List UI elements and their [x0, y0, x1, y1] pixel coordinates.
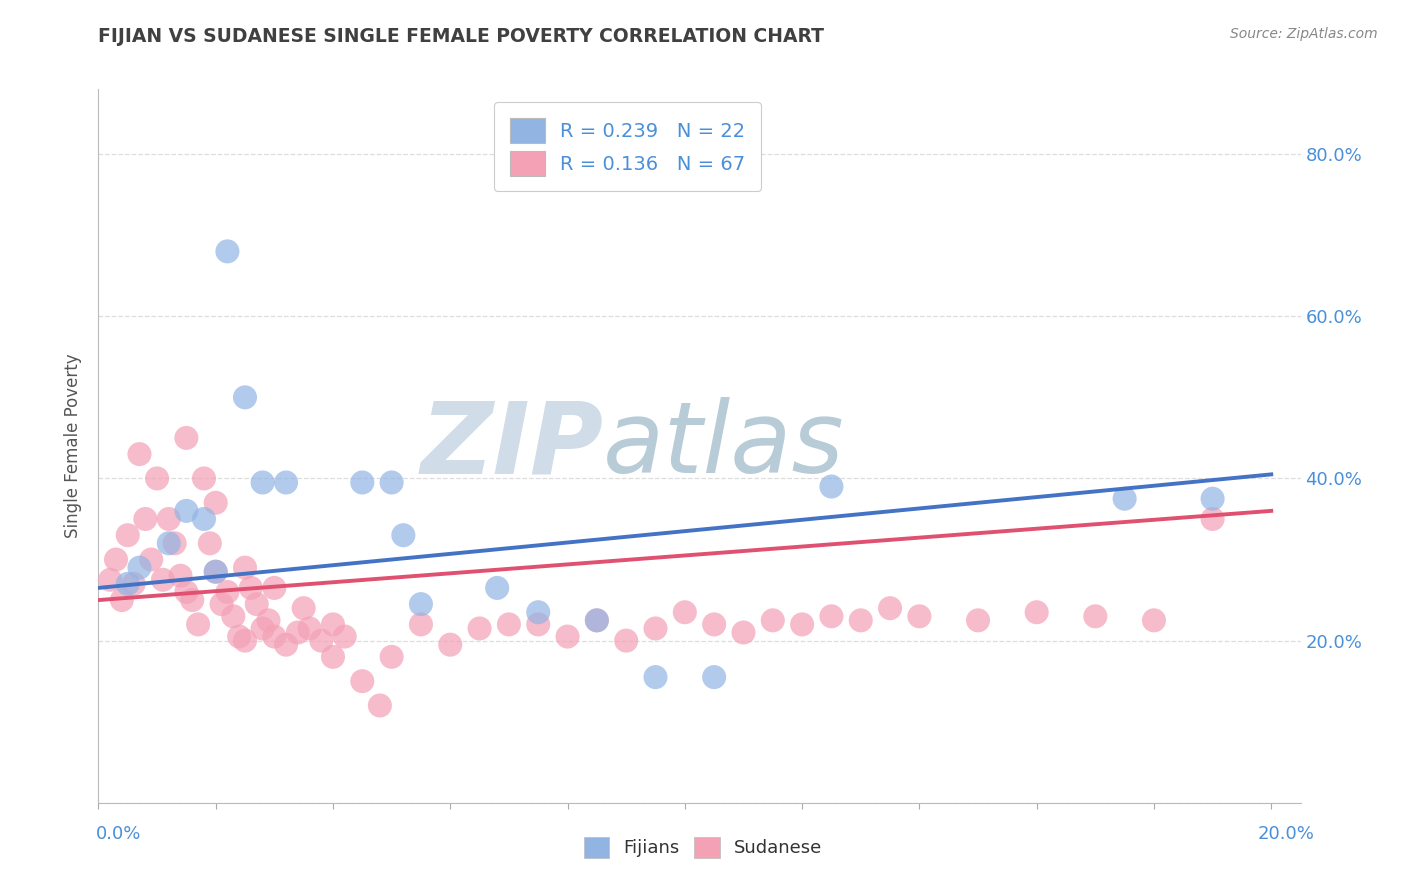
Point	[309, 633, 332, 648]
Point	[157, 536, 180, 550]
Point	[409, 597, 432, 611]
Legend: Fijians, Sudanese: Fijians, Sudanese	[575, 828, 831, 867]
Point	[198, 536, 221, 550]
Text: atlas: atlas	[603, 398, 845, 494]
Point	[117, 577, 139, 591]
Point	[257, 613, 280, 627]
Point	[169, 568, 191, 582]
Point	[586, 613, 609, 627]
Point	[211, 597, 233, 611]
Point	[263, 630, 285, 644]
Point	[352, 674, 374, 689]
Point	[176, 431, 198, 445]
Point	[1025, 605, 1047, 619]
Point	[193, 471, 215, 485]
Point	[733, 625, 755, 640]
Point	[673, 605, 696, 619]
Point	[128, 447, 150, 461]
Point	[967, 613, 990, 627]
Point	[352, 475, 374, 490]
Point	[141, 552, 163, 566]
Point	[820, 609, 842, 624]
Point	[233, 633, 256, 648]
Point	[134, 512, 156, 526]
Point	[252, 475, 274, 490]
Point	[204, 496, 226, 510]
Point	[128, 560, 150, 574]
Point	[274, 638, 297, 652]
Point	[263, 581, 285, 595]
Point	[98, 573, 121, 587]
Point	[239, 581, 262, 595]
Point	[163, 536, 186, 550]
Point	[849, 613, 872, 627]
Point	[333, 630, 356, 644]
Point	[762, 613, 785, 627]
Point	[176, 585, 198, 599]
Point	[233, 560, 256, 574]
Point	[557, 630, 579, 644]
Point	[105, 552, 128, 566]
Point	[439, 638, 461, 652]
Point	[222, 609, 245, 624]
Point	[392, 528, 415, 542]
Point	[157, 512, 180, 526]
Y-axis label: Single Female Poverty: Single Female Poverty	[65, 354, 83, 538]
Point	[527, 605, 550, 619]
Point	[152, 573, 174, 587]
Point	[644, 670, 666, 684]
Point	[1114, 491, 1136, 506]
Text: 0.0%: 0.0%	[96, 825, 141, 843]
Point	[703, 617, 725, 632]
Point	[322, 617, 344, 632]
Point	[274, 475, 297, 490]
Point	[193, 512, 215, 526]
Point	[498, 617, 520, 632]
Point	[217, 244, 239, 259]
Point	[111, 593, 134, 607]
Point	[644, 622, 666, 636]
Point	[1143, 613, 1166, 627]
Legend: R = 0.239   N = 22, R = 0.136   N = 67: R = 0.239 N = 22, R = 0.136 N = 67	[494, 103, 761, 192]
Text: 20.0%: 20.0%	[1258, 825, 1315, 843]
Text: Source: ZipAtlas.com: Source: ZipAtlas.com	[1230, 27, 1378, 41]
Point	[181, 593, 204, 607]
Point	[879, 601, 901, 615]
Point	[252, 622, 274, 636]
Point	[1201, 491, 1223, 506]
Point	[176, 504, 198, 518]
Point	[204, 565, 226, 579]
Text: ZIP: ZIP	[420, 398, 603, 494]
Point	[1084, 609, 1107, 624]
Point	[292, 601, 315, 615]
Point	[820, 479, 842, 493]
Point	[908, 609, 931, 624]
Point	[287, 625, 309, 640]
Point	[790, 617, 813, 632]
Point	[381, 649, 404, 664]
Text: FIJIAN VS SUDANESE SINGLE FEMALE POVERTY CORRELATION CHART: FIJIAN VS SUDANESE SINGLE FEMALE POVERTY…	[98, 27, 824, 45]
Point	[146, 471, 169, 485]
Point	[217, 585, 239, 599]
Point	[122, 577, 145, 591]
Point	[322, 649, 344, 664]
Point	[246, 597, 269, 611]
Point	[586, 613, 609, 627]
Point	[228, 630, 250, 644]
Point	[486, 581, 509, 595]
Point	[614, 633, 637, 648]
Point	[204, 565, 226, 579]
Point	[298, 622, 321, 636]
Point	[468, 622, 491, 636]
Point	[527, 617, 550, 632]
Point	[187, 617, 209, 632]
Point	[1201, 512, 1223, 526]
Point	[233, 390, 256, 404]
Point	[409, 617, 432, 632]
Point	[117, 528, 139, 542]
Point	[368, 698, 391, 713]
Point	[703, 670, 725, 684]
Point	[381, 475, 404, 490]
